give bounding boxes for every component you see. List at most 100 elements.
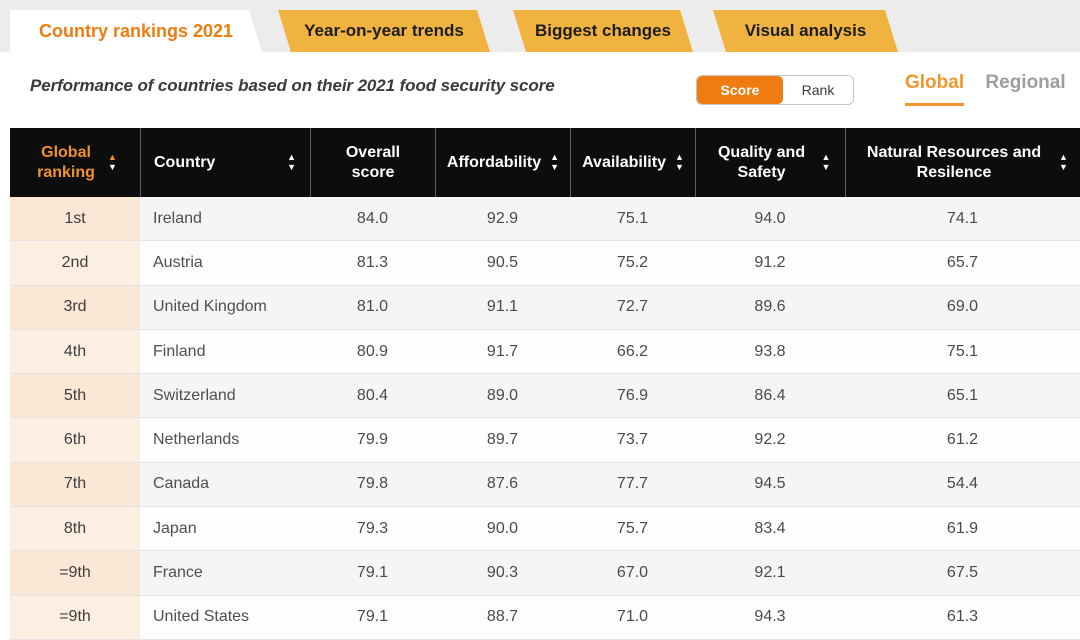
table-row[interactable]: 6th Netherlands 79.9 89.7 73.7 92.2 61.2 [10,418,1080,463]
sort-arrows: ▲ ▼ [674,152,684,172]
column-header-global-ranking[interactable]: Global ranking ▲ ▼ [10,128,140,197]
cell-overall-score: 84.0 [310,197,435,241]
cell-overall-score: 79.8 [310,462,435,507]
sort-descending-icon: ▼ [108,162,117,172]
table-row[interactable]: 5th Switzerland 80.4 89.0 76.9 86.4 65.1 [10,374,1080,419]
cell-quality-safety: 92.1 [695,551,845,595]
sort-ascending-icon: ▲ [674,152,684,162]
cell-quality-safety: 94.0 [695,197,845,241]
tab-label: Year-on-year trends [304,21,464,40]
tab-label: Country rankings 2021 [38,20,234,41]
cell-natural-resources: 61.3 [845,595,1080,639]
sort-arrows: ▲ ▼ [550,152,560,172]
cell-quality-safety: 94.3 [695,595,845,639]
sort-descending-icon: ▼ [287,162,296,172]
column-label: Natural Resources and Resilence [866,143,1042,181]
sort-arrows: ▲ ▼ [287,152,296,172]
tab-label: Biggest changes [534,21,672,40]
column-header-affordability[interactable]: Affordability ▲ ▼ [435,128,570,197]
rankings-table: Global ranking ▲ ▼ Country ▲ ▼ Overall s… [10,128,1080,640]
cell-natural-resources: 65.1 [845,374,1080,418]
cell-global-ranking: 5th [10,374,140,418]
tab-biggest-changes[interactable]: Biggest changes [513,10,693,52]
score-rank-toggle: Score Rank [696,75,854,105]
table-row[interactable]: 7th Canada 79.8 87.6 77.7 94.5 54.4 [10,462,1080,508]
column-header-availability[interactable]: Availability ▲ ▼ [570,128,695,197]
cell-overall-score: 80.9 [310,329,435,374]
global-scope-tab[interactable]: Global [905,72,965,106]
table-row[interactable]: 2nd Austria 81.3 90.5 75.2 91.2 65.7 [10,241,1080,286]
column-label: Global ranking [37,143,95,181]
cell-country: Netherlands [140,418,310,462]
tab-country-rankings[interactable]: Country rankings 2021 [10,10,262,52]
table-row[interactable]: 4th Finland 80.9 91.7 66.2 93.8 75.1 [10,329,1080,375]
page-subtitle: Performance of countries based on their … [30,76,555,95]
cell-country: Finland [140,329,310,374]
cell-country: Ireland [140,197,310,241]
cell-availability: 66.2 [570,329,695,374]
sort-arrows: ▲ ▼ [821,152,831,172]
sort-arrows: ▲ ▼ [1059,152,1068,172]
cell-overall-score: 81.3 [310,241,435,285]
cell-natural-resources: 65.7 [845,241,1080,285]
sort-descending-icon: ▼ [674,162,684,172]
rank-toggle-button[interactable]: Rank [783,76,853,104]
cell-global-ranking: 2nd [10,241,140,285]
cell-global-ranking: 7th [10,462,140,507]
table-row[interactable]: =9th United States 79.1 88.7 71.0 94.3 61.3 [10,595,1080,640]
table-row[interactable]: 3rd United Kingdom 81.0 91.1 72.7 89.6 69.0 [10,285,1080,330]
cell-availability: 75.1 [570,197,695,241]
cell-global-ranking: 6th [10,418,140,462]
table-row[interactable]: =9th France 79.1 90.3 67.0 92.1 67.5 [10,551,1080,596]
column-header-natural-resources[interactable]: Natural Resources and Resilence ▲ ▼ [845,128,1080,197]
cell-availability: 76.9 [570,374,695,418]
cell-global-ranking: 1st [10,197,140,241]
cell-affordability: 92.9 [435,197,570,241]
cell-natural-resources: 74.1 [845,197,1080,241]
cell-overall-score: 79.1 [310,551,435,595]
sort-descending-icon: ▼ [1059,162,1068,172]
cell-natural-resources: 54.4 [845,462,1080,507]
score-toggle-button[interactable]: Score [697,76,783,104]
cell-availability: 77.7 [570,462,695,507]
cell-affordability: 90.0 [435,507,570,551]
cell-affordability: 89.0 [435,374,570,418]
cell-global-ranking: 3rd [10,285,140,329]
sort-ascending-icon: ▲ [108,152,117,162]
sort-descending-icon: ▼ [550,162,560,172]
column-header-overall-score[interactable]: Overall score ▲ ▼ [310,128,435,197]
cell-affordability: 90.3 [435,551,570,595]
cell-affordability: 91.1 [435,285,570,329]
cell-global-ranking: 8th [10,507,140,551]
column-label: Availability [582,153,666,171]
cell-availability: 73.7 [570,418,695,462]
cell-global-ranking: 4th [10,329,140,374]
cell-affordability: 91.7 [435,329,570,374]
cell-country: Switzerland [140,374,310,418]
sort-ascending-icon: ▲ [821,152,831,162]
table-row[interactable]: 1st Ireland 84.0 92.9 75.1 94.0 74.1 [10,197,1080,242]
cell-natural-resources: 61.2 [845,418,1080,462]
sort-ascending-icon: ▲ [1059,152,1068,162]
cell-natural-resources: 75.1 [845,329,1080,374]
cell-overall-score: 80.4 [310,374,435,418]
cell-country: Austria [140,241,310,285]
sort-ascending-icon: ▲ [287,152,296,162]
sort-ascending-icon: ▲ [550,152,560,162]
cell-quality-safety: 91.2 [695,241,845,285]
cell-overall-score: 79.1 [310,595,435,639]
column-header-country[interactable]: Country ▲ ▼ [140,128,310,197]
column-header-quality-safety[interactable]: Quality and Safety ▲ ▼ [695,128,845,197]
cell-availability: 75.2 [570,241,695,285]
scope-toggle: Global Regional [905,72,1066,106]
table-header-row: Global ranking ▲ ▼ Country ▲ ▼ Overall s… [10,128,1080,197]
cell-quality-safety: 94.5 [695,462,845,507]
table-row[interactable]: 8th Japan 79.3 90.0 75.7 83.4 61.9 [10,507,1080,552]
cell-availability: 72.7 [570,285,695,329]
cell-availability: 71.0 [570,595,695,639]
cell-country: Japan [140,507,310,551]
tab-visual-analysis[interactable]: Visual analysis [713,10,898,52]
tab-year-on-year-trends[interactable]: Year-on-year trends [278,10,490,52]
column-label: Quality and Safety [717,143,806,181]
regional-scope-tab[interactable]: Regional [985,72,1066,93]
